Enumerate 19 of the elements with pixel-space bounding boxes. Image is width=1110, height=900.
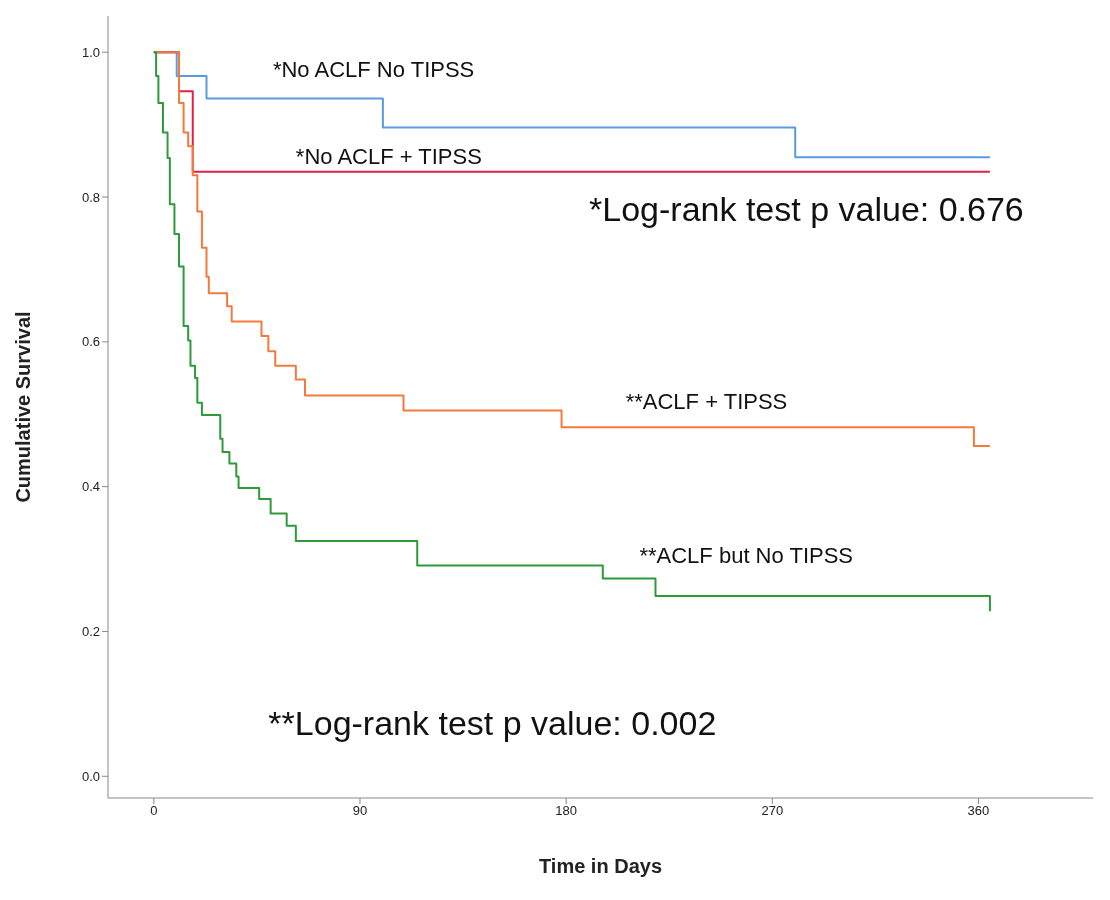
series-label: **ACLF + TIPSS — [625, 389, 788, 416]
x-tick-label: 180 — [555, 803, 577, 819]
annotation: **Log-rank test p value: 0.002 — [268, 703, 717, 743]
y-tick-label: 0.6 — [81, 334, 100, 350]
x-axis-title: Time in Days — [538, 855, 663, 877]
series-label: *No ACLF No TIPSS — [272, 56, 475, 83]
annotation: *Log-rank test p value: 0.676 — [589, 189, 1024, 229]
y-tick-label: 0.2 — [81, 624, 100, 640]
y-tick-label: 0.8 — [81, 189, 100, 205]
x-tick-label: 90 — [352, 803, 368, 819]
x-tick-label: 0 — [150, 803, 158, 819]
y-tick-label: 0.0 — [81, 768, 100, 784]
x-tick-label: 360 — [967, 803, 990, 819]
y-axis-title: Cumulative Survival — [12, 311, 35, 503]
y-tick-label: 0.4 — [81, 479, 100, 495]
series-label: **ACLF but No TIPSS — [639, 542, 854, 569]
series-label: *No ACLF + TIPSS — [295, 143, 482, 170]
x-tick-label: 270 — [761, 803, 784, 819]
y-tick-label: 1.0 — [81, 44, 100, 60]
